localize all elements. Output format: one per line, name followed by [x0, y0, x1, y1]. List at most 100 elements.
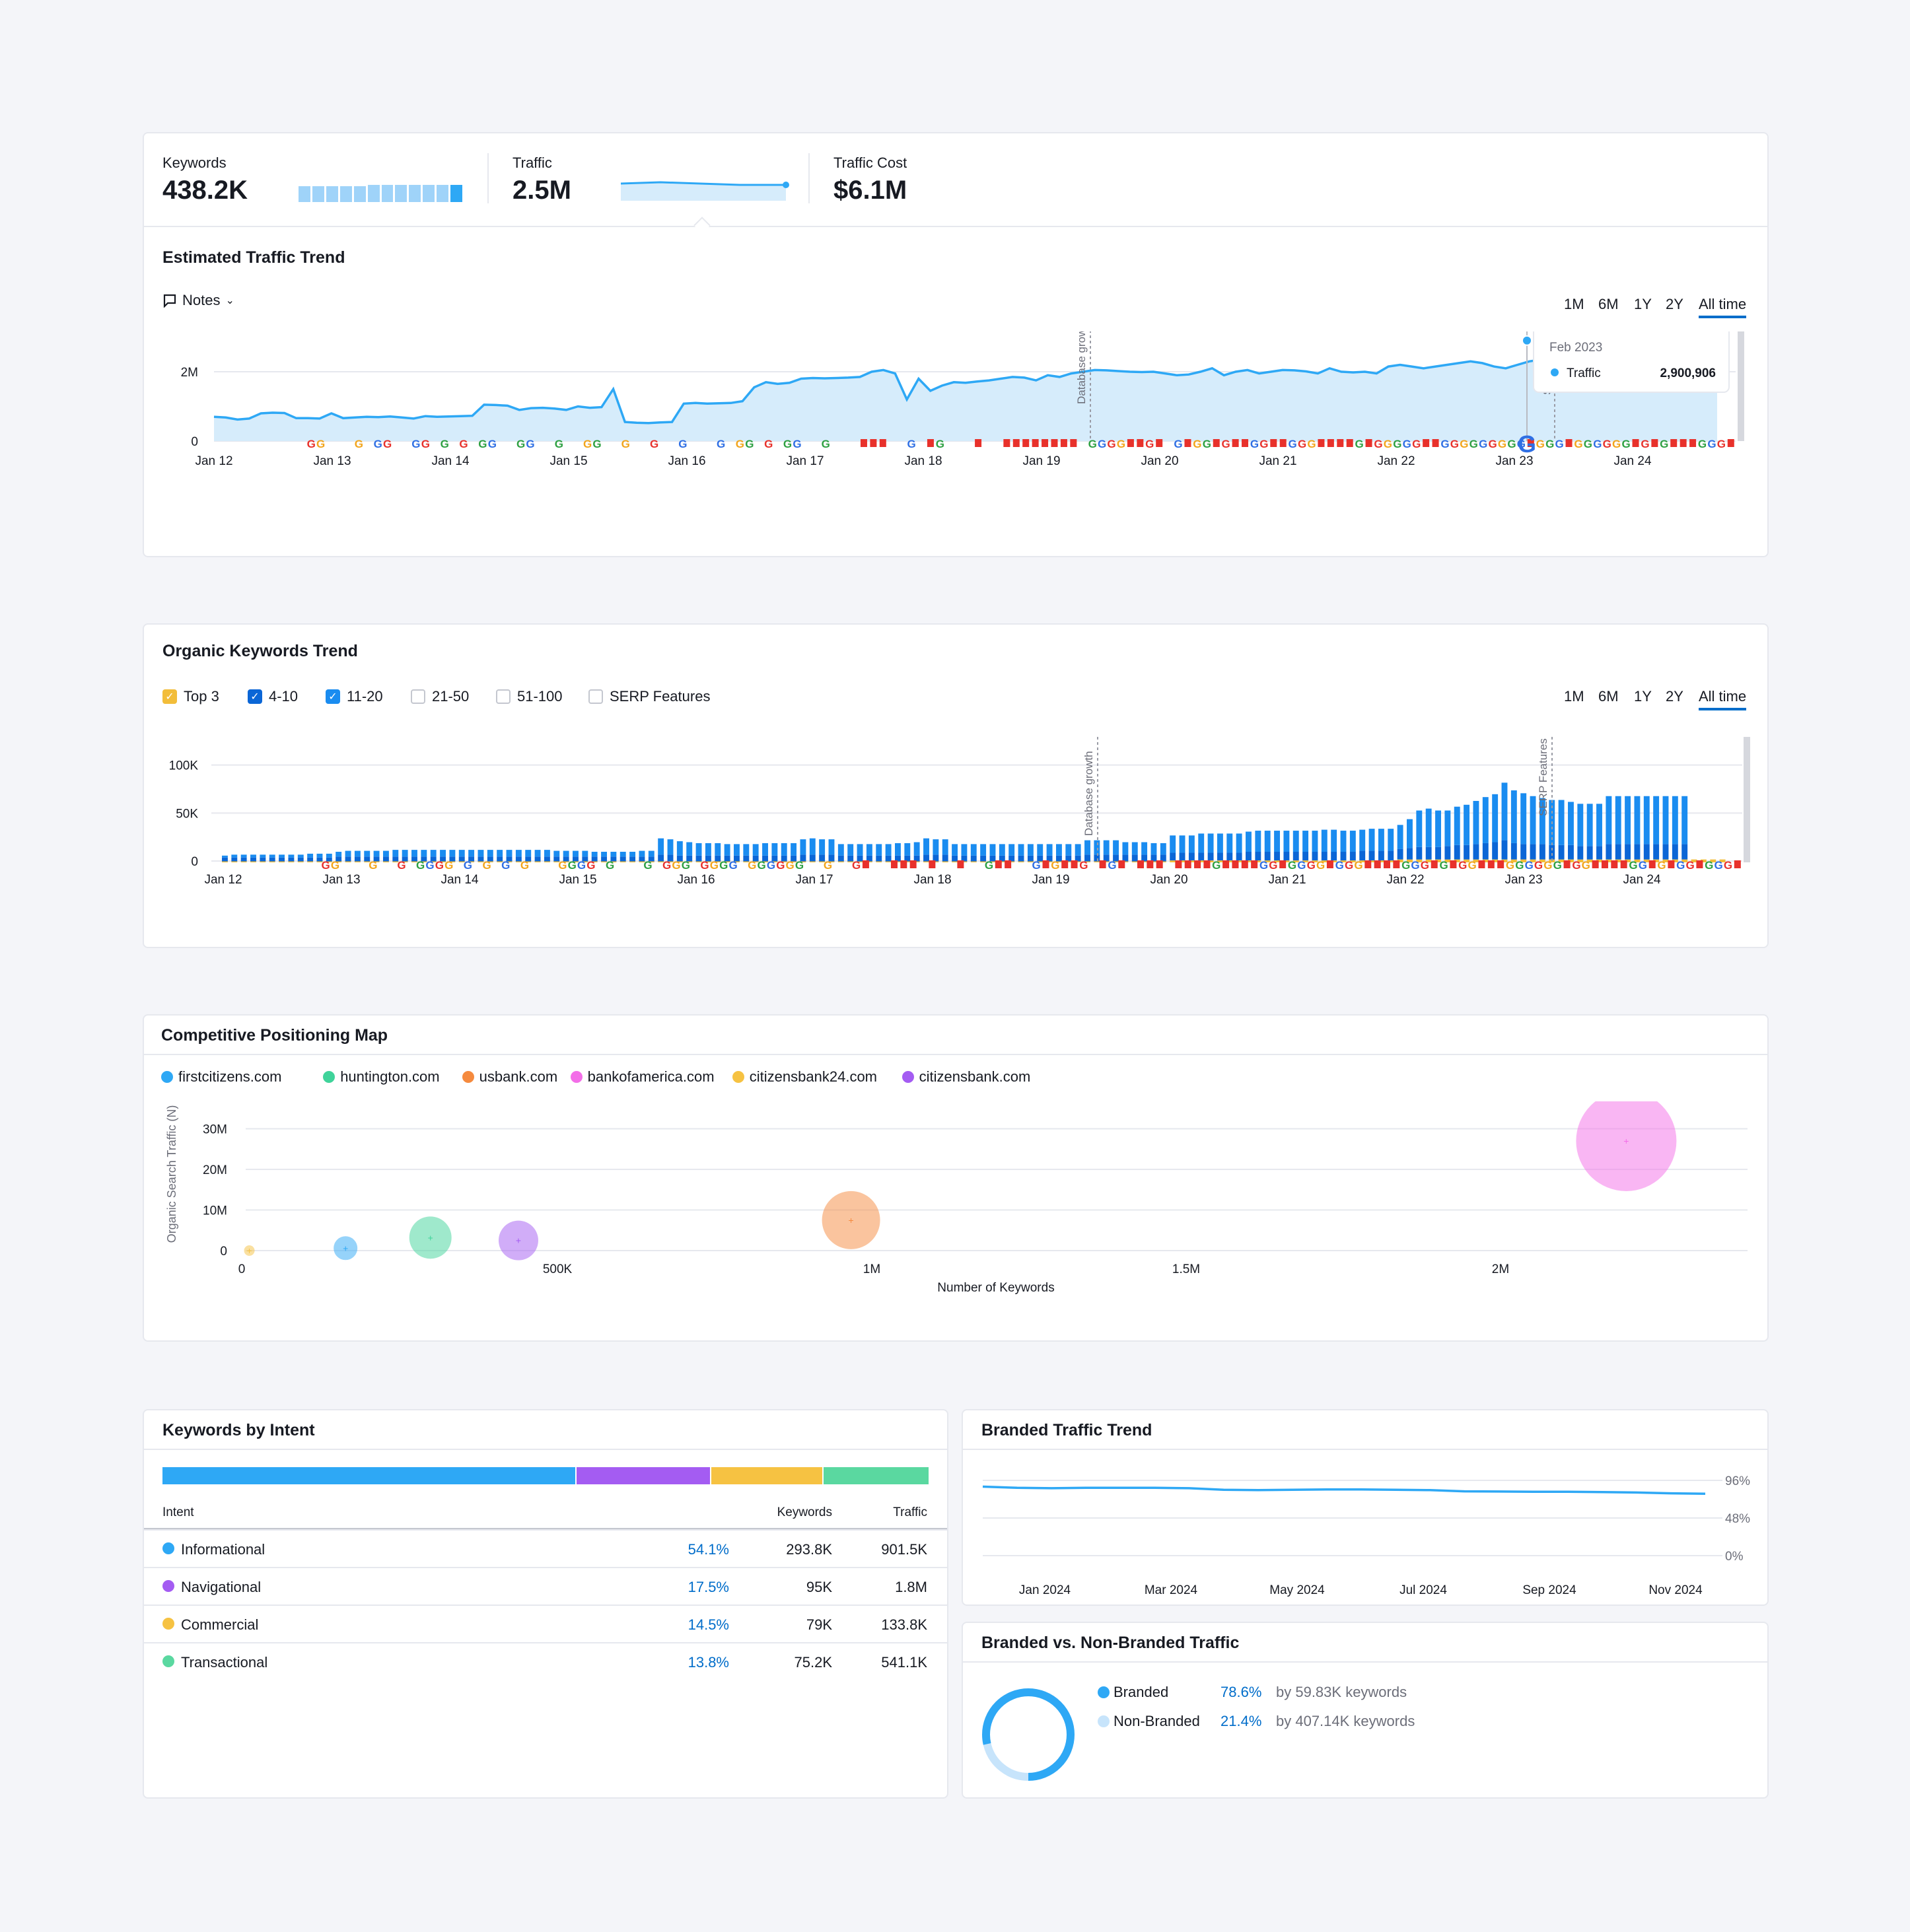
period-2y[interactable]: 2Y: [1666, 296, 1683, 312]
period-1m[interactable]: 1M: [1564, 296, 1584, 312]
spark-bar: [339, 186, 352, 202]
table-row[interactable]: Navigational 17.5% 95K 1.8M: [144, 1567, 947, 1604]
bar-4-10: [1520, 844, 1527, 860]
flag-marker: [1680, 439, 1687, 447]
bar-4-10: [1482, 843, 1489, 860]
x-tick-label: Jan 20: [1150, 873, 1187, 887]
google-marker: G: [555, 438, 563, 450]
table-row[interactable]: Informational 54.1% 293.8K 901.5K: [144, 1529, 947, 1566]
table-row[interactable]: Commercial 14.5% 79K 133.8K: [144, 1604, 947, 1641]
bar-4-10: [1217, 852, 1223, 861]
title-divider: [144, 1054, 1767, 1055]
google-marker: G: [1698, 438, 1707, 450]
legend-citizensbank24-com[interactable]: citizensbank24.com: [732, 1068, 877, 1086]
google-marker: G: [719, 859, 728, 872]
bar-11-20: [364, 850, 371, 857]
keywords-sparkline[interactable]: [299, 181, 463, 202]
bar-top-3: [1170, 860, 1176, 862]
intent-segment-navigational[interactable]: [576, 1467, 711, 1484]
x-tick-label: 1.5M: [1172, 1262, 1200, 1276]
period-1y[interactable]: 1Y: [1634, 296, 1652, 312]
spark-bar: [326, 186, 338, 202]
bar-4-10: [269, 857, 275, 862]
legend-bankofamerica-com[interactable]: bankofamerica.com: [570, 1068, 715, 1086]
bar-4-10: [1549, 845, 1555, 860]
legend-dot: [1098, 1686, 1110, 1698]
legend-usbank-com[interactable]: usbank.com: [462, 1068, 557, 1086]
traffic-sparkline[interactable]: [621, 177, 793, 203]
table-row[interactable]: Transactional 13.8% 75.2K 541.1K: [144, 1642, 947, 1679]
period-6m[interactable]: 6M: [1598, 296, 1619, 312]
filter-top-3[interactable]: ✓ Top 3: [162, 688, 219, 705]
intent-segment-informational[interactable]: [162, 1467, 575, 1484]
flag-marker: [900, 860, 907, 868]
bar-11-20: [743, 844, 750, 856]
x-tick-label: Jan 17: [786, 454, 824, 468]
x-tick-label: Jan 14: [441, 873, 478, 887]
period-2y[interactable]: 2Y: [1666, 688, 1683, 705]
flag-marker: [1279, 439, 1287, 447]
flag-marker: [1601, 860, 1608, 868]
google-marker: G: [1515, 859, 1524, 872]
bar-11-20: [1568, 802, 1574, 845]
bar-top-3: [1568, 859, 1574, 862]
bar-4-10: [715, 855, 721, 862]
y-tick-label: 0: [191, 435, 198, 449]
period-all-time[interactable]: All time: [1699, 296, 1747, 318]
bar-11-20: [1416, 810, 1423, 847]
checkbox-icon: [588, 689, 603, 704]
intent-segment-transactional[interactable]: [823, 1467, 929, 1484]
period-1y[interactable]: 1Y: [1634, 688, 1652, 705]
y-tick-label: 50K: [176, 807, 198, 821]
period-all-time[interactable]: All time: [1699, 688, 1747, 710]
bar-11-20: [1558, 800, 1565, 845]
bar-4-10: [724, 855, 730, 862]
bar-4-10: [866, 855, 872, 862]
bar-4-10: [1188, 852, 1195, 861]
bar-top-3: [1454, 859, 1460, 862]
traffic-value[interactable]: 2.5M: [513, 176, 571, 205]
keywords-value[interactable]: 438.2K: [162, 176, 248, 205]
filter-serp-features[interactable]: SERP Features: [588, 688, 710, 705]
filter-21-50[interactable]: 21-50: [411, 688, 469, 705]
branded-trend-chart[interactable]: 0% 48% 96% Jan 2024 Mar 2024 May 2024 Jul 2024…: [963, 1450, 1769, 1606]
google-marker: G: [1307, 438, 1316, 450]
bar-11-20: [1368, 829, 1375, 851]
traffic-trend-card: Keywords 438.2K Traffic 2.5M Traffic Cos…: [143, 132, 1769, 557]
flag-marker: [1156, 439, 1163, 447]
bar-top-3: [1425, 859, 1432, 862]
bar-4-10: [1388, 850, 1394, 861]
filter-51-100[interactable]: 51-100: [496, 688, 563, 705]
google-marker: G: [577, 859, 586, 872]
bar-top-3: [1188, 860, 1195, 862]
legend-huntington-com[interactable]: huntington.com: [323, 1068, 440, 1086]
filter-4-10[interactable]: ✓ 4-10: [248, 688, 298, 705]
filter-11-20[interactable]: ✓ 11-20: [326, 688, 383, 705]
bar-11-20: [591, 852, 598, 857]
bar-4-10: [1207, 852, 1214, 861]
google-marker: G: [776, 859, 785, 872]
bar-11-20: [525, 850, 532, 857]
intent-segment-commercial[interactable]: [711, 1467, 822, 1484]
bar-11-20: [1046, 844, 1053, 856]
intent-distribution-bar[interactable]: [162, 1467, 929, 1484]
notes-dropdown[interactable]: Notes ⌄: [162, 292, 234, 309]
legend-citizensbank-com[interactable]: citizensbank.com: [902, 1068, 1030, 1086]
selected-pointer: [693, 217, 711, 234]
x-tick-label: Jan 18: [904, 454, 942, 468]
google-marker: G: [728, 859, 737, 872]
period-6m[interactable]: 6M: [1598, 688, 1619, 705]
bar-11-20: [1103, 840, 1110, 855]
y-tick-label: 10M: [203, 1204, 227, 1218]
period-1m[interactable]: 1M: [1564, 688, 1584, 705]
legend-firstcitizens-com[interactable]: firstcitizens.com: [161, 1068, 281, 1086]
bar-11-20: [695, 843, 702, 856]
bar-top-3: [1634, 859, 1641, 862]
y-tick-label: 2M: [181, 366, 198, 380]
traffic-cost-value[interactable]: $6.1M: [833, 176, 907, 205]
branded-donut-chart[interactable]: [979, 1685, 1078, 1784]
google-marker: G: [1440, 438, 1449, 450]
